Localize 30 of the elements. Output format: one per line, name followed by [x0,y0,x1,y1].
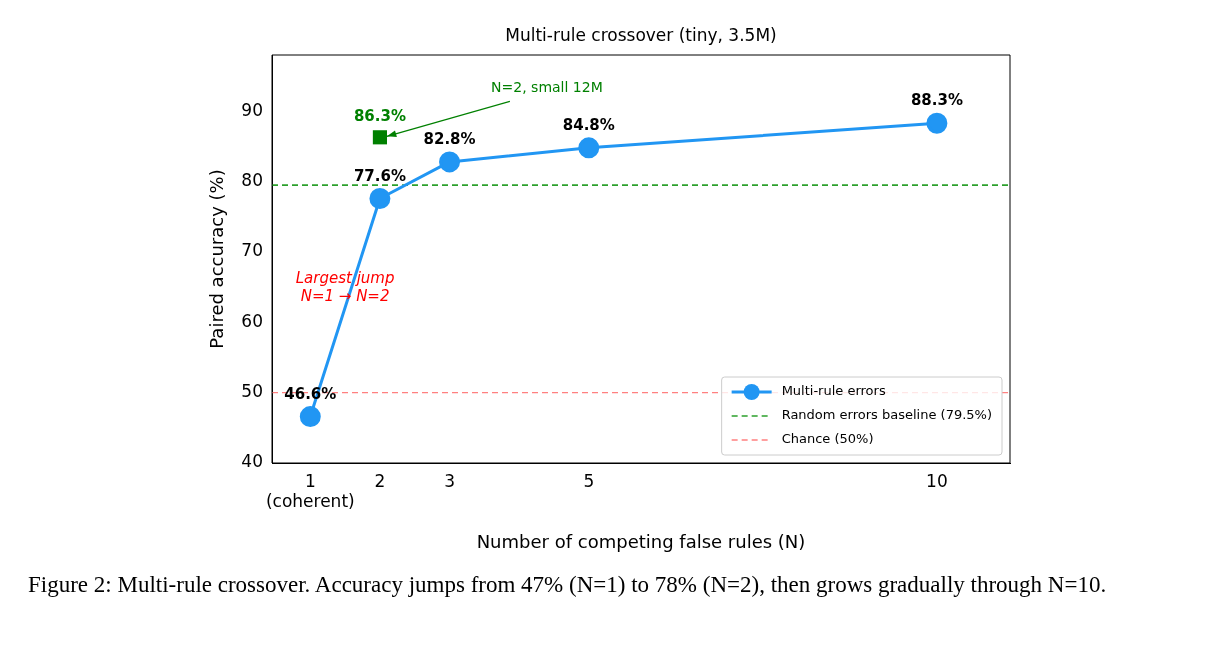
caption: Figure 2: Multi-rule crossover. Accuracy jumps from 47% (N=1) to 78% (N=2), then grows gradually through N=10. [28,571,1108,599]
point [439,151,461,173]
legend-label: Multi-rule errors [781,383,886,399]
y-tick-label: 80 [241,170,263,191]
point [369,188,391,209]
x-tick-label: 10 [926,470,948,491]
point [299,406,321,428]
data-label: 84.8% [562,115,615,134]
x-axis-title: Number of competing false rules (N) [476,530,806,552]
point [926,112,948,134]
point [372,130,387,145]
legend-label: Random errors baseline (79.5%) [781,407,992,423]
y-tick-label: 90 [241,99,263,120]
chart-title: Multi-rule crossover (tiny, 3.5M) [505,25,777,45]
y-tick-label: 70 [241,240,263,261]
data-label: 88.3% [910,91,963,110]
point [578,137,600,159]
x-tick-label: 1 (coherent) [265,470,355,512]
x-tick-label: 5 [583,470,595,491]
data-label: 82.8% [423,129,476,148]
y-tick-label: 50 [241,381,263,402]
y-axis-title: Paired accuracy (%) [206,169,228,349]
data-label: 86.3% [353,107,406,126]
data-label: 77.6% [353,166,406,185]
x-tick-label: 2 [374,470,386,491]
y-tick-label: 60 [241,310,263,331]
annotation: N=2, small 12M [491,79,603,96]
y-tick-label: 40 [241,451,263,472]
x-tick-label: 3 [444,470,455,491]
legend-label: Chance (50%) [781,431,874,447]
